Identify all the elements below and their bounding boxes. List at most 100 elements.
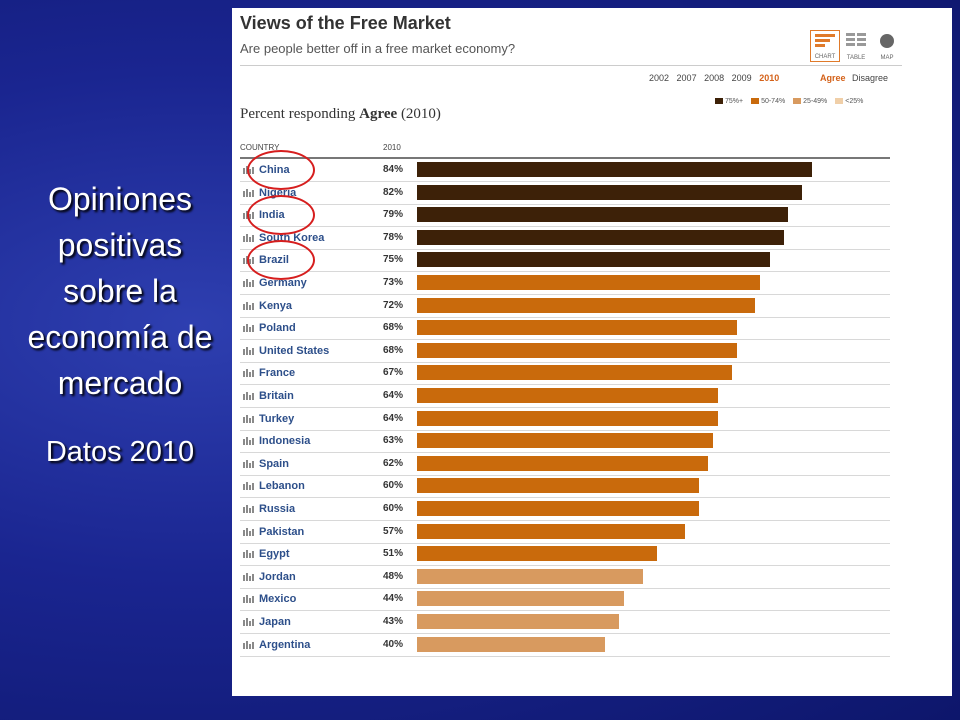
country-label[interactable]: Japan	[259, 616, 291, 628]
legend: 75%+ 50-74% 25-49% <25%	[715, 98, 869, 105]
value-label: 72%	[383, 299, 404, 311]
legend-label: 25-49%	[803, 98, 828, 105]
row-chart-icon[interactable]	[242, 413, 254, 423]
year-2010[interactable]: 2010	[759, 73, 780, 83]
table-row[interactable]: Argentina 40%	[240, 634, 890, 657]
chart-panel: Views of the Free Market Are people bett…	[232, 8, 952, 696]
country-label[interactable]: Indonesia	[259, 435, 311, 448]
table-row[interactable]: Russia 60%	[240, 498, 890, 521]
row-chart-icon[interactable]	[242, 300, 254, 310]
row-chart-icon[interactable]	[242, 435, 254, 446]
row-chart-icon[interactable]	[242, 322, 254, 333]
country-label[interactable]: Russia	[259, 503, 296, 515]
table-row[interactable]: Spain 62%	[240, 453, 890, 476]
table-row[interactable]: Jordan 48%	[240, 566, 890, 589]
year-2007[interactable]: 2007	[676, 73, 697, 83]
country-label[interactable]: Britain	[259, 390, 294, 402]
row-chart-icon[interactable]	[242, 367, 254, 378]
country-label[interactable]: Jordan	[259, 570, 296, 583]
country-label[interactable]: Pakistan	[259, 525, 305, 538]
country-label[interactable]: Egypt	[259, 548, 290, 561]
row-chart-icon[interactable]	[242, 480, 254, 491]
country-label[interactable]: Argentina	[259, 638, 311, 651]
bar-chart-icon	[815, 34, 835, 47]
bar	[417, 252, 770, 268]
value-label: 67%	[383, 367, 404, 379]
chart-view-label: CHART	[814, 54, 836, 60]
year-column-header[interactable]: 2010	[383, 143, 401, 152]
legend-label: 75%+	[725, 98, 744, 105]
country-label[interactable]: Poland	[259, 322, 296, 335]
country-label[interactable]: Lebanon	[259, 480, 305, 493]
year-2009[interactable]: 2009	[731, 73, 752, 83]
legend-item: 50-74%	[751, 98, 785, 105]
value-label: 43%	[383, 616, 404, 627]
table-row[interactable]: Egypt 51%	[240, 543, 890, 567]
slide-headline: Opiniones positivas sobre la economía de…	[27, 181, 213, 401]
row-chart-icon[interactable]	[242, 187, 254, 197]
bar	[417, 275, 761, 290]
country-label[interactable]: Mexico	[259, 593, 297, 606]
value-label: 44%	[383, 593, 404, 605]
country-label[interactable]: Kenya	[259, 299, 293, 312]
agree-toggle[interactable]: Agree	[820, 73, 846, 83]
row-chart-icon[interactable]	[242, 639, 254, 649]
row-chart-icon[interactable]	[242, 526, 254, 536]
value-label: 68%	[383, 322, 404, 334]
table-row[interactable]: Poland 68%	[240, 317, 890, 341]
year-2008[interactable]: 2008	[704, 73, 725, 83]
table-view-tab[interactable]: TABLE	[841, 30, 871, 62]
country-label[interactable]: France	[259, 367, 296, 380]
year-2002[interactable]: 2002	[649, 73, 670, 83]
country-column-header[interactable]: COUNTRY	[240, 143, 280, 152]
row-chart-icon[interactable]	[242, 277, 254, 287]
value-label: 62%	[383, 457, 404, 469]
country-label[interactable]: Germany	[259, 277, 307, 289]
row-chart-icon[interactable]	[242, 232, 254, 242]
table-row[interactable]: China 84%	[240, 159, 890, 182]
map-view-tab[interactable]: MAP	[872, 30, 902, 62]
globe-icon	[880, 34, 894, 48]
table-row[interactable]: Japan 43%	[240, 611, 890, 634]
table-row[interactable]: South Korea 78%	[240, 227, 890, 250]
row-chart-icon[interactable]	[242, 390, 254, 400]
row-chart-icon[interactable]	[242, 503, 254, 513]
row-chart-icon[interactable]	[242, 345, 254, 355]
bar	[417, 501, 699, 516]
disagree-toggle[interactable]: Disagree	[852, 73, 889, 83]
table-row[interactable]: France 67%	[240, 362, 890, 386]
table-row[interactable]: Britain 64%	[240, 385, 890, 408]
value-label: 68%	[383, 344, 404, 356]
row-chart-icon[interactable]	[242, 548, 254, 559]
legend-label: <25%	[845, 98, 864, 105]
table-row[interactable]: Germany 73%	[240, 272, 890, 295]
table-row[interactable]: Indonesia 63%	[240, 430, 890, 454]
country-label[interactable]: Turkey	[259, 412, 295, 425]
value-label: 82%	[383, 186, 404, 198]
row-chart-icon[interactable]	[242, 616, 254, 626]
table-row[interactable]: Nigeria 82%	[240, 182, 890, 205]
country-label[interactable]: Spain	[259, 457, 289, 470]
value-label: 78%	[383, 231, 404, 243]
year-selector: 2002 2007 2008 2009 2010	[649, 73, 784, 83]
value-label: 64%	[383, 412, 404, 424]
table-row[interactable]: United States 68%	[240, 340, 890, 363]
row-chart-icon[interactable]	[242, 593, 254, 604]
table-row[interactable]: India 79%	[240, 204, 890, 228]
table-row[interactable]: Turkey 64%	[240, 408, 890, 431]
chart-view-tab[interactable]: CHART	[810, 30, 840, 62]
table-row[interactable]: Mexico 44%	[240, 588, 890, 612]
table-row[interactable]: Brazil 75%	[240, 249, 890, 273]
table-icon	[846, 33, 866, 46]
row-chart-icon[interactable]	[242, 458, 254, 468]
bar	[417, 342, 737, 358]
country-label[interactable]: United States	[259, 344, 330, 357]
bar	[417, 478, 699, 494]
row-chart-icon[interactable]	[242, 571, 254, 581]
table-row[interactable]: Pakistan 57%	[240, 521, 890, 544]
bar	[417, 455, 709, 471]
percent-heading: Percent responding Agree (2010)	[240, 106, 441, 123]
table-row[interactable]: Kenya 72%	[240, 295, 890, 318]
table-row[interactable]: Lebanon 60%	[240, 475, 890, 499]
value-label: 60%	[383, 480, 404, 492]
